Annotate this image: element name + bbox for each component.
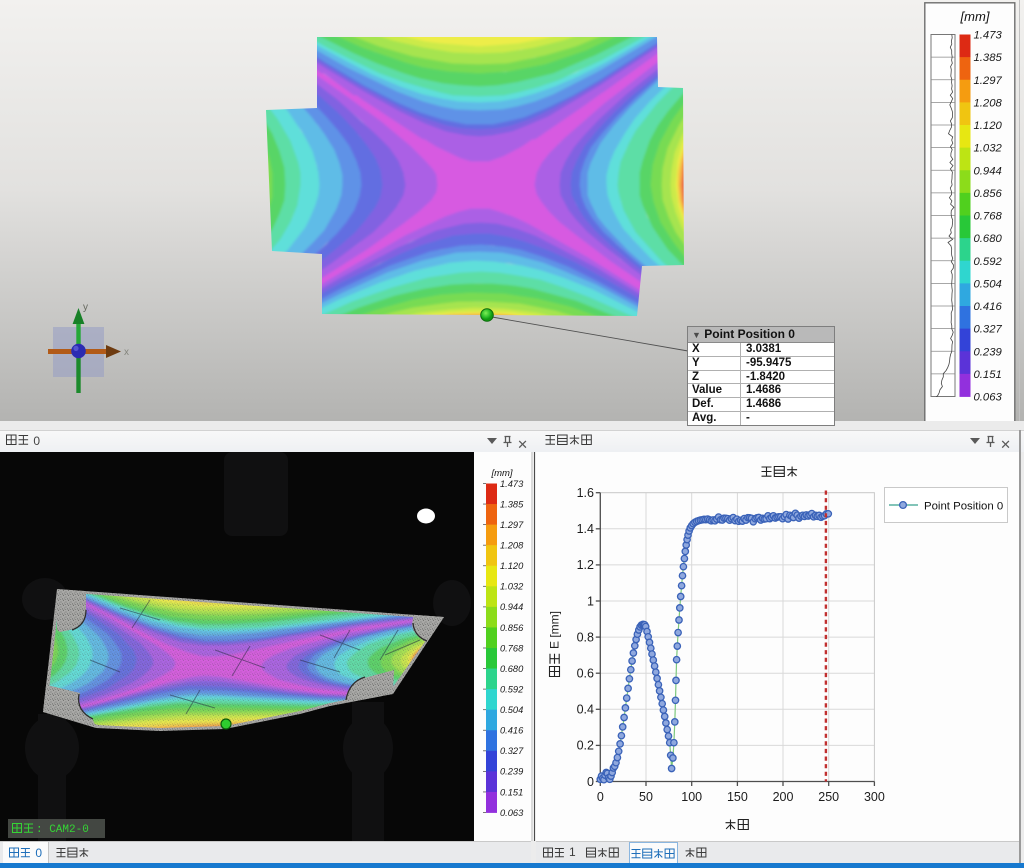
svg-text:150: 150 — [727, 790, 748, 804]
svg-text:0.239: 0.239 — [974, 346, 1003, 358]
svg-text:1.473: 1.473 — [500, 479, 524, 489]
svg-text:0.504: 0.504 — [500, 705, 523, 715]
svg-text:0.2: 0.2 — [577, 739, 594, 753]
svg-text:x: x — [124, 347, 129, 358]
svg-text:0.4: 0.4 — [577, 703, 594, 717]
svg-text:1.032: 1.032 — [974, 143, 1003, 155]
svg-text:100: 100 — [681, 790, 702, 804]
svg-text:0.8: 0.8 — [577, 630, 594, 644]
svg-text:1.297: 1.297 — [974, 75, 1003, 87]
svg-text:200: 200 — [773, 790, 794, 804]
svg-text:0.768: 0.768 — [974, 211, 1003, 223]
svg-text:0.592: 0.592 — [974, 256, 1003, 268]
svg-text:1.120: 1.120 — [974, 120, 1003, 132]
svg-text:1.2: 1.2 — [577, 558, 594, 572]
svg-text:0.680: 0.680 — [500, 664, 524, 674]
svg-text:0.416: 0.416 — [500, 726, 524, 736]
svg-text:0.063: 0.063 — [974, 392, 1003, 404]
svg-text:0: 0 — [587, 775, 594, 789]
svg-text:[mm]: [mm] — [960, 9, 990, 24]
svg-text:0.239: 0.239 — [500, 767, 523, 777]
svg-text:1.208: 1.208 — [500, 541, 524, 551]
svg-text:1.473: 1.473 — [974, 30, 1003, 42]
svg-text:1.032: 1.032 — [500, 582, 524, 592]
svg-text:0: 0 — [597, 790, 604, 804]
svg-text:0.504: 0.504 — [974, 278, 1002, 290]
svg-text:0.151: 0.151 — [974, 369, 1002, 381]
svg-text:0.856: 0.856 — [974, 188, 1003, 200]
svg-text:0.327: 0.327 — [500, 746, 524, 756]
svg-text:1.120: 1.120 — [500, 561, 524, 571]
svg-text:: CAM2-0: : CAM2-0 — [36, 824, 89, 836]
svg-text:Point Position 0: Point Position 0 — [924, 501, 1003, 513]
svg-text:0.6: 0.6 — [577, 667, 594, 681]
svg-text:0.416: 0.416 — [974, 301, 1003, 313]
svg-text:y: y — [83, 302, 88, 313]
svg-text:1.385: 1.385 — [974, 52, 1003, 64]
svg-text:0.856: 0.856 — [500, 623, 524, 633]
svg-text:1.297: 1.297 — [500, 520, 524, 530]
svg-text:0.327: 0.327 — [974, 324, 1003, 336]
svg-text:[mm]: [mm] — [490, 468, 512, 479]
svg-text:250: 250 — [818, 790, 839, 804]
svg-text:300: 300 — [864, 790, 885, 804]
svg-text:1.385: 1.385 — [500, 499, 524, 509]
svg-text:0.944: 0.944 — [500, 602, 523, 612]
svg-text:0.944: 0.944 — [974, 165, 1002, 177]
svg-text:0.592: 0.592 — [500, 684, 524, 694]
svg-text:1.4: 1.4 — [577, 522, 594, 536]
svg-text:0.680: 0.680 — [974, 233, 1003, 245]
svg-text:0.063: 0.063 — [500, 808, 524, 818]
svg-text:1.6: 1.6 — [577, 486, 594, 500]
svg-text:0.768: 0.768 — [500, 643, 524, 653]
svg-text:50: 50 — [639, 790, 653, 804]
svg-text:1.208: 1.208 — [974, 97, 1003, 109]
svg-text:1: 1 — [587, 594, 594, 608]
svg-text:E [mm]: E [mm] — [548, 611, 562, 649]
svg-text:0.151: 0.151 — [500, 787, 523, 797]
